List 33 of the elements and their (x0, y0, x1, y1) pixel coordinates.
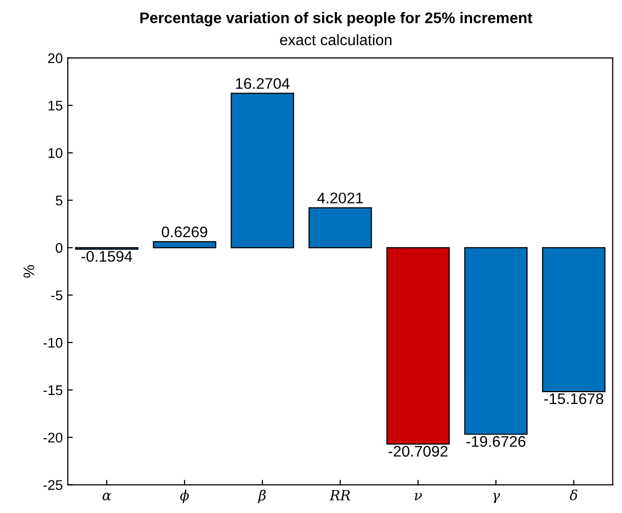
y-axis-title: % (24, 265, 34, 278)
data-label: 4.2021 (317, 192, 363, 204)
y-tick-label: 10 (48, 148, 62, 158)
data-label: -0.1594 (81, 250, 132, 262)
data-label: 16.2704 (236, 78, 290, 89)
y-tick-label: -15 (43, 385, 62, 396)
x-tick-label: ϕ (180, 490, 189, 504)
y-tick-label: 15 (48, 100, 62, 111)
data-label: -15.1678 (544, 393, 604, 404)
chart-title: Percentage variation of sick people for 25% increment (140, 12, 532, 26)
data-label: -20.7092 (388, 446, 448, 457)
x-tick-label: β (258, 490, 266, 504)
x-tick-label: γ (493, 492, 500, 504)
y-tick-label: -25 (43, 480, 62, 490)
y-tick-label: -10 (43, 338, 62, 348)
x-tick-label: RR (330, 490, 350, 500)
y-tick-label: -5 (51, 290, 62, 300)
x-tick-label: ν (414, 492, 422, 500)
bar (464, 247, 528, 435)
x-tick-label: δ (570, 490, 578, 500)
data-label: -19.6726 (466, 436, 526, 447)
x-tick-label: α (102, 492, 112, 500)
y-tick-label: 0 (56, 243, 62, 253)
y-tick-label: 20 (48, 53, 62, 64)
bar (308, 207, 372, 248)
bar (152, 241, 216, 248)
bar (542, 247, 606, 392)
data-label: 0.6269 (162, 226, 208, 238)
y-tick-label: 5 (56, 196, 62, 206)
bar (386, 247, 450, 445)
y-tick-label: -20 (43, 432, 62, 443)
chart-subtitle: exact calculation (280, 34, 392, 46)
bar (230, 92, 294, 248)
